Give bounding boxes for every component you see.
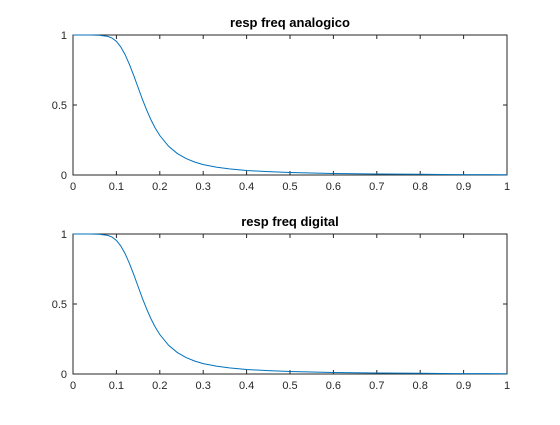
x-tick-label: 0.8 (413, 181, 428, 193)
chart-title: resp freq digital (241, 214, 339, 229)
x-tick-label: 0.7 (369, 380, 384, 392)
y-tick-label: 0.5 (52, 299, 67, 311)
y-tick-label: 0 (61, 170, 67, 182)
x-tick-label: 0.3 (196, 380, 211, 392)
x-tick-label: 0 (70, 181, 76, 193)
series-line (73, 233, 508, 375)
x-tick-label: 0.6 (326, 380, 341, 392)
chart-title: resp freq analogico (230, 15, 350, 30)
subplot-resp-freq-analogico: 0 0.1 0.2 0.3 0.4 0.5 0.6 0.7 0.8 0.9 1 0 0.5 1 resp f… (52, 15, 510, 193)
axes-box (72, 233, 508, 375)
subplot-resp-freq-digital: 0 0.1 0.2 0.3 0.4 0.5 0.6 0.7 0.8 0.9 1 0 0.5 1 resp f… (52, 214, 510, 392)
x-tick-label: 0.1 (109, 380, 124, 392)
series-line (73, 34, 508, 176)
x-tick-label: 0.3 (196, 181, 211, 193)
y-tick-label: 0 (61, 369, 67, 381)
x-tick-label: 1 (504, 181, 510, 193)
x-tick-label: 0.1 (109, 181, 124, 193)
x-tick-label: 0.4 (239, 380, 254, 392)
x-tick-label: 0.5 (282, 380, 297, 392)
x-tick-label: 0.7 (369, 181, 384, 193)
y-tick-label: 1 (61, 30, 67, 42)
x-tick-label: 0.6 (326, 181, 341, 193)
y-tick-label: 1 (61, 229, 67, 241)
x-tick-label: 1 (504, 380, 510, 392)
x-tick-label: 0.2 (152, 380, 167, 392)
x-tick-label: 0.2 (152, 181, 167, 193)
y-tick-label: 0.5 (52, 100, 67, 112)
x-tick-label: 0.9 (456, 380, 471, 392)
x-tick-label: 0.4 (239, 181, 254, 193)
x-tick-label: 0.5 (282, 181, 297, 193)
x-tick-label: 0.9 (456, 181, 471, 193)
x-tick-label: 0.8 (413, 380, 428, 392)
axes-box (72, 34, 508, 176)
x-tick-label: 0 (70, 380, 76, 392)
